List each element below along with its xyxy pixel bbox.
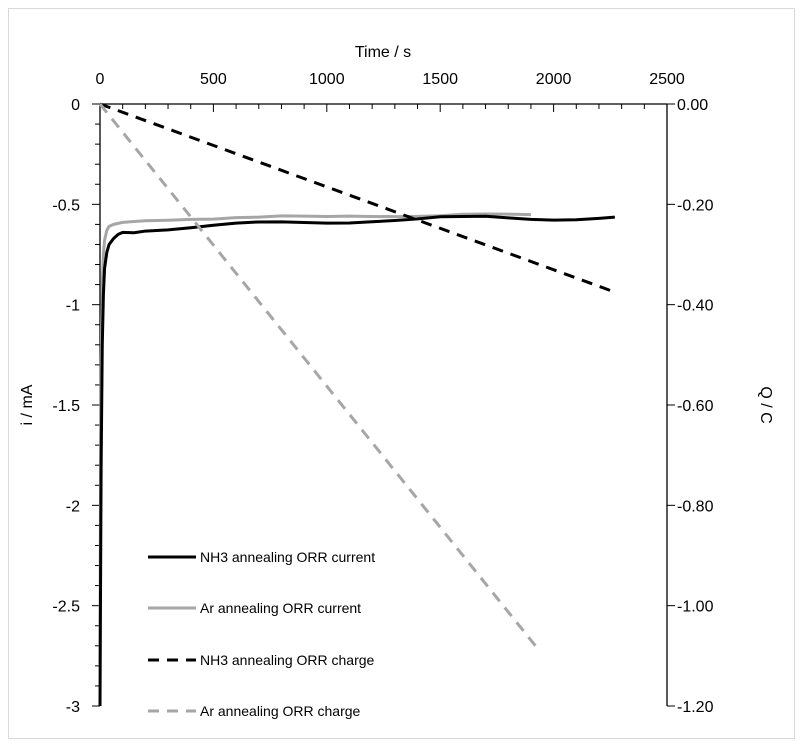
- series-lines: [98, 102, 616, 707]
- y-right-tick-label: -0.20: [677, 197, 714, 214]
- series-line-0: [98, 214, 615, 707]
- y-left-tick-label: -3: [66, 699, 80, 716]
- y-axis-left-title: i / mA: [19, 384, 36, 425]
- x-tick-label: 1000: [309, 71, 345, 88]
- y-left-tick-label: 0: [71, 97, 80, 114]
- y-left-tick-label: -0.5: [52, 197, 80, 214]
- legend: NH3 annealing ORR current Ar annealing O…: [148, 549, 375, 719]
- x-tick-label: 2000: [536, 71, 572, 88]
- legend-label-ar-charge: Ar annealing ORR charge: [200, 703, 361, 719]
- y-left-tick-label: -1.5: [52, 398, 80, 415]
- x-tick-label: 2500: [649, 71, 685, 88]
- x-tick-label: 500: [200, 71, 227, 88]
- y-right-tick-label: 0.00: [677, 97, 708, 114]
- legend-label-nh3-charge: NH3 annealing ORR charge: [200, 652, 375, 668]
- y-right-tick-label: -0.40: [677, 298, 714, 315]
- x-tick-label: 0: [96, 71, 105, 88]
- y-right-tick-label: -1.00: [677, 599, 714, 616]
- y-left-tick-label: -1: [66, 298, 80, 315]
- y-axis-right-title: Q / C: [757, 386, 774, 423]
- y-right-tick-label: -1.20: [677, 699, 714, 716]
- y-right-tick-label: -0.80: [677, 498, 714, 515]
- x-tick-label: 1500: [422, 71, 458, 88]
- ticks: [92, 103, 675, 707]
- series-line-3: [98, 103, 537, 647]
- series-line-1: [98, 212, 531, 666]
- legend-label-ar-current: Ar annealing ORR current: [200, 600, 361, 616]
- series-line-2: [99, 102, 616, 294]
- y-left-tick-label: -2.5: [52, 599, 80, 616]
- chart-frame: [8, 8, 795, 739]
- x-axis-title: Time / s: [355, 44, 411, 61]
- y-left-tick-label: -2: [66, 498, 80, 515]
- tick-labels: 0 500 1000 1500 2000 2500 0 -0.5 -1 -1.5 -2 -2.5 -3 0…: [52, 71, 713, 716]
- y-right-tick-label: -0.60: [677, 398, 714, 415]
- legend-label-nh3-current: NH3 annealing ORR current: [200, 549, 375, 565]
